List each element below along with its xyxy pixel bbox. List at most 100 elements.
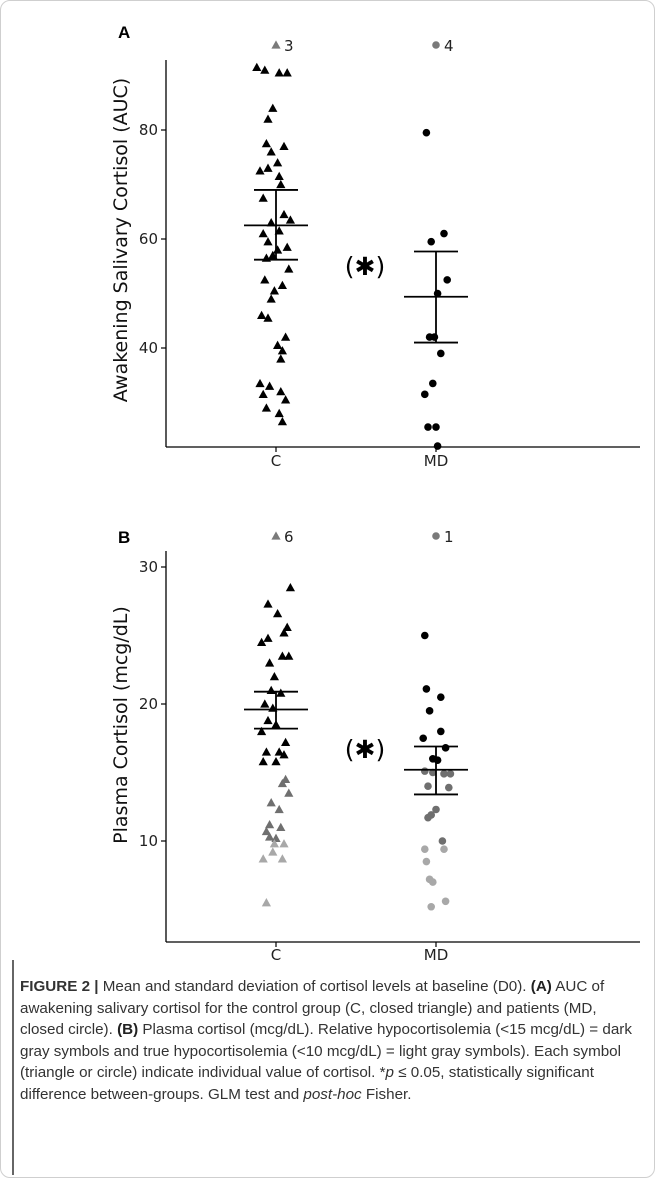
caption-panel-a-label: (A)	[530, 978, 552, 995]
data-point	[425, 707, 434, 715]
data-point	[258, 756, 268, 766]
data-point	[422, 857, 431, 866]
data-point	[277, 778, 287, 788]
data-point	[258, 228, 268, 238]
data-point	[276, 822, 286, 831]
offscale-marker	[271, 40, 281, 49]
data-point	[255, 378, 265, 388]
data-point	[432, 423, 440, 431]
data-point	[260, 699, 270, 708]
data-point	[273, 245, 283, 254]
data-point	[438, 837, 447, 845]
data-point	[274, 804, 284, 814]
data-point	[261, 898, 271, 907]
data-point	[443, 276, 452, 284]
data-point	[265, 381, 275, 390]
data-point	[433, 756, 442, 764]
data-point	[277, 416, 287, 426]
data-point	[268, 103, 278, 112]
data-point	[263, 633, 273, 642]
data-point	[263, 313, 273, 322]
offscale-marker	[432, 41, 440, 49]
offscale-count-label: 6	[284, 528, 294, 546]
data-point	[429, 379, 437, 388]
x-tick-label: MD	[424, 946, 449, 960]
x-tick-label: MD	[424, 452, 449, 470]
data-point	[258, 389, 268, 399]
data-point	[269, 672, 279, 681]
y-axis-title: Awakening Salivary Cortisol (AUC)	[110, 78, 132, 402]
data-point	[433, 442, 442, 450]
chart-panel-b: 10 20 30 C MD B Plasma Cortisol (mcg/dL) (✱) 6 1	[110, 528, 640, 960]
data-point	[441, 744, 450, 752]
data-point	[440, 770, 448, 778]
data-point	[440, 845, 448, 854]
data-point	[274, 171, 284, 181]
data-point	[277, 346, 287, 355]
data-point	[261, 747, 271, 756]
data-point	[268, 847, 278, 856]
data-point	[421, 845, 429, 854]
caption-figure-label: FIGURE 2 |	[20, 978, 99, 995]
data-point	[261, 139, 271, 148]
significance-marker: (✱)	[345, 735, 385, 764]
data-point	[260, 275, 270, 284]
offscale-marker	[271, 531, 281, 540]
data-point	[261, 826, 271, 836]
data-point	[446, 770, 455, 778]
data-point	[277, 651, 287, 660]
data-point	[424, 782, 432, 790]
data-point	[281, 332, 291, 341]
data-point	[274, 408, 284, 418]
data-point	[427, 902, 436, 911]
data-point	[255, 166, 265, 175]
panel-label: A	[118, 23, 130, 42]
caption-text-4: ≤ 0.05, statistically significant differ…	[20, 1064, 594, 1103]
data-point	[274, 68, 284, 77]
data-point	[281, 737, 291, 747]
data-point	[276, 387, 286, 396]
chart-panel-a: 40 60 80 C MD A Awakening Salivary Cortisol (A…	[110, 23, 640, 470]
data-point	[273, 340, 283, 349]
data-point	[257, 726, 267, 736]
data-point	[263, 599, 273, 608]
data-point	[269, 286, 279, 295]
data-point	[265, 658, 275, 667]
data-point	[266, 294, 276, 303]
data-point	[440, 229, 448, 238]
figure-panels: 40 60 80 C MD A Awakening Salivary Cortisol (A…	[110, 23, 640, 960]
data-point	[422, 128, 431, 137]
data-point	[277, 280, 287, 290]
data-point	[279, 209, 289, 219]
data-point	[271, 833, 281, 842]
data-point	[419, 734, 428, 743]
data-point	[260, 65, 270, 74]
data-point	[258, 193, 268, 202]
data-point	[265, 832, 275, 841]
data-point	[279, 141, 289, 151]
figure-caption: FIGURE 2 | Mean and standard deviation o…	[20, 976, 638, 1106]
data-point	[282, 242, 292, 251]
data-point	[437, 727, 445, 736]
data-point	[266, 147, 276, 156]
data-point	[282, 68, 292, 77]
data-point	[252, 62, 262, 72]
data-point	[257, 310, 267, 319]
data-point	[277, 854, 287, 863]
caption-text-5: Fisher.	[361, 1085, 412, 1103]
data-point	[441, 897, 450, 906]
offscale-count-label: 1	[444, 528, 454, 546]
data-point	[279, 750, 289, 759]
data-point	[445, 783, 453, 792]
data-point	[263, 237, 273, 246]
data-point	[276, 179, 286, 189]
data-point	[430, 333, 439, 341]
caption-text-2: AUC of awakening salivary cortisol for t…	[20, 978, 605, 1039]
data-point	[422, 685, 431, 693]
caption-posthoc: post-hoc	[303, 1085, 362, 1103]
data-point	[285, 582, 295, 592]
data-point	[257, 637, 267, 647]
y-tick-label: 40	[139, 339, 158, 357]
offscale-marker	[432, 532, 440, 540]
caption-bar	[12, 960, 14, 1175]
